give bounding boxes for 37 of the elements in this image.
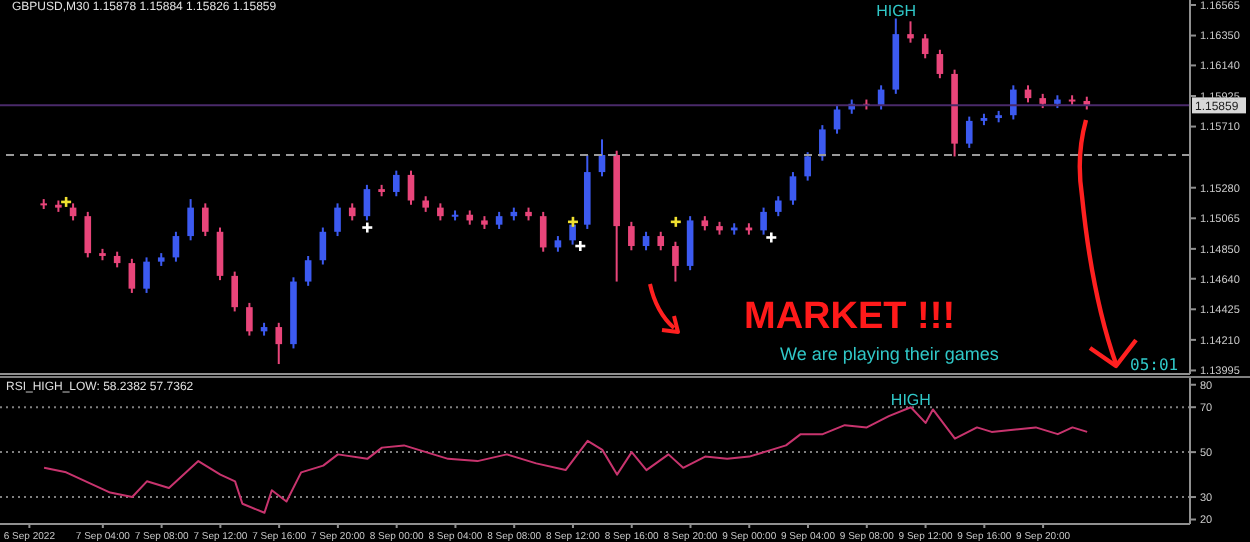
candlestick bbox=[1010, 84, 1017, 121]
candlestick bbox=[84, 210, 92, 259]
annotation: MARKET !!! bbox=[744, 296, 956, 340]
candlestick bbox=[921, 33, 929, 60]
candlestick bbox=[760, 206, 767, 236]
candlestick bbox=[936, 48, 944, 80]
candlestick bbox=[686, 215, 694, 272]
candlestick bbox=[187, 198, 194, 242]
candlestick bbox=[672, 240, 679, 283]
annotation: HIGH bbox=[876, 2, 917, 21]
candlestick bbox=[628, 220, 635, 252]
candlestick bbox=[231, 270, 238, 313]
candlestick bbox=[642, 230, 650, 252]
annotation: 05:01 bbox=[1130, 356, 1179, 374]
candlestick bbox=[789, 171, 797, 206]
candlestick bbox=[143, 256, 150, 294]
candlestick bbox=[392, 169, 400, 198]
candlestick bbox=[334, 202, 341, 238]
candlestick bbox=[407, 169, 415, 206]
candlestick bbox=[833, 104, 841, 135]
candlestick bbox=[539, 210, 547, 253]
candlestick bbox=[965, 115, 973, 149]
candlestick bbox=[804, 151, 811, 182]
candlestick bbox=[774, 195, 782, 218]
line-series bbox=[43, 406, 1089, 514]
candlestick bbox=[657, 230, 665, 252]
candlestick bbox=[246, 301, 253, 337]
candlestick bbox=[202, 202, 209, 238]
annotation: We are playing their games bbox=[780, 344, 999, 364]
annotation: HIGH bbox=[890, 391, 932, 410]
candlestick bbox=[819, 124, 826, 162]
candlestick bbox=[304, 254, 312, 287]
candlestick bbox=[907, 20, 914, 44]
candlestick bbox=[128, 257, 136, 294]
candlestick bbox=[363, 183, 371, 222]
candlestick bbox=[275, 321, 283, 366]
candlestick bbox=[216, 226, 224, 282]
